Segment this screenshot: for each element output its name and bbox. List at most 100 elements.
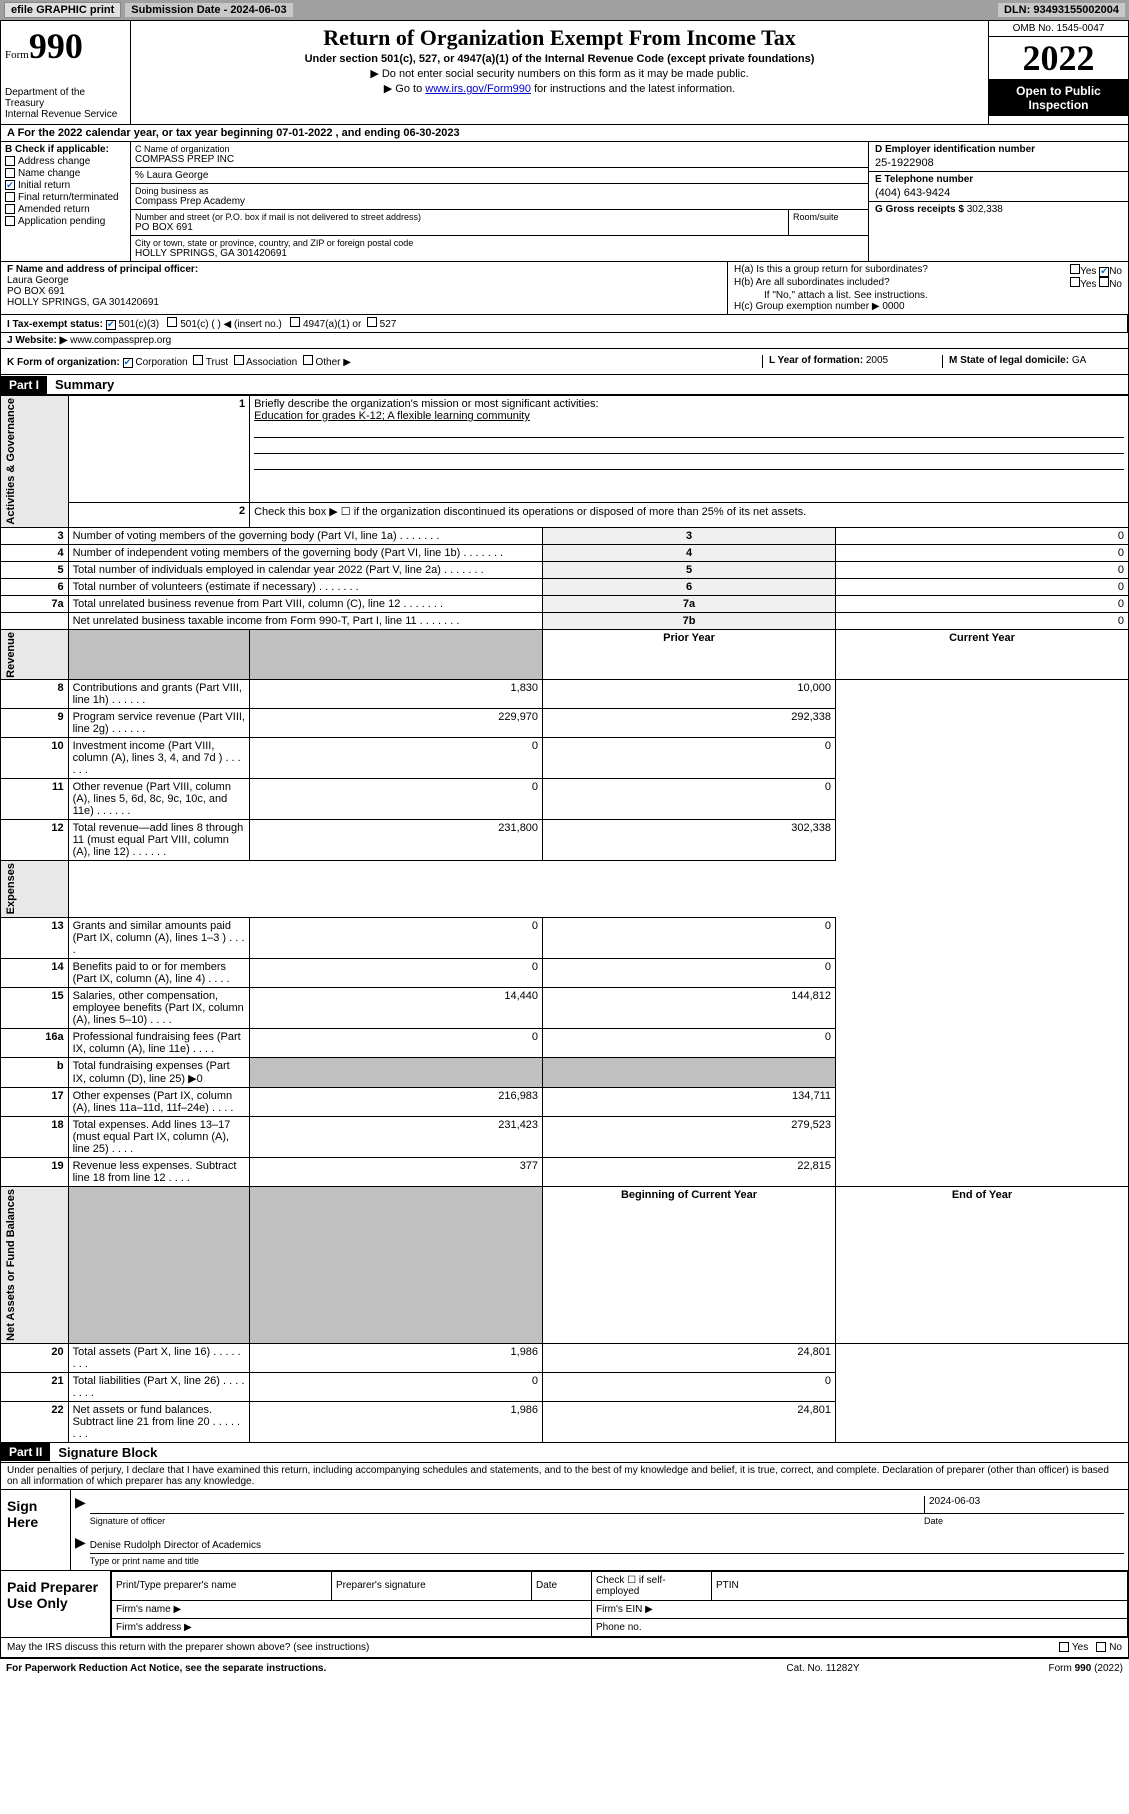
i-4947-checkbox[interactable] xyxy=(290,317,300,327)
section-bcd: B Check if applicable: Address changeNam… xyxy=(0,142,1129,262)
table-row: 5Total number of individuals employed in… xyxy=(1,561,1129,578)
table-row: 8Contributions and grants (Part VIII, li… xyxy=(1,680,1129,709)
c-name-label: C Name of organization xyxy=(135,144,864,154)
k-corp-checkbox[interactable]: ✔ xyxy=(123,358,133,368)
signature-block: Under penalties of perjury, I declare th… xyxy=(0,1463,1129,1638)
part1-header: Part I xyxy=(1,376,47,394)
k-other-checkbox[interactable] xyxy=(303,355,313,365)
table-row: 13Grants and similar amounts paid (Part … xyxy=(1,917,1129,958)
footer-cat: Cat. No. 11282Y xyxy=(723,1663,923,1674)
part2-title: Signature Block xyxy=(50,1443,165,1462)
sig-officer-label: Signature of officer xyxy=(90,1516,924,1526)
table-row: 18Total expenses. Add lines 13–17 (must … xyxy=(1,1116,1129,1157)
m-label: M State of legal domicile: xyxy=(949,355,1069,366)
sign-here-label: Sign Here xyxy=(1,1490,71,1570)
table-row: Net unrelated business taxable income fr… xyxy=(1,612,1129,629)
m-value: GA xyxy=(1072,355,1086,366)
prior-year-hdr: Prior Year xyxy=(543,629,836,680)
section-fh: F Name and address of principal officer:… xyxy=(0,262,1129,315)
b-checkbox-item[interactable]: Amended return xyxy=(5,204,126,215)
arrow-icon: ▶ xyxy=(75,1494,86,1526)
form-number: Form990 xyxy=(5,25,126,67)
may-irs-row: May the IRS discuss this return with the… xyxy=(0,1638,1129,1658)
d-tel-label: E Telephone number xyxy=(875,174,1122,185)
header-mid: Return of Organization Exempt From Incom… xyxy=(131,21,988,124)
prep-name-hdr: Print/Type preparer's name xyxy=(112,1571,332,1600)
i-label: I Tax-exempt status: xyxy=(7,319,103,330)
table-row: 4Number of independent voting members of… xyxy=(1,544,1129,561)
hb-note: If "No," attach a list. See instructions… xyxy=(734,290,1122,301)
c-dba-value: Compass Prep Academy xyxy=(135,196,864,207)
b-checkbox-item[interactable]: Final return/terminated xyxy=(5,192,126,203)
submission-date: Submission Date - 2024-06-03 xyxy=(125,3,292,17)
k-trust-checkbox[interactable] xyxy=(193,355,203,365)
b-checkbox-item[interactable]: Name change xyxy=(5,168,126,179)
i-501c3-checkbox[interactable]: ✔ xyxy=(106,320,116,330)
table-row: 11Other revenue (Part VIII, column (A), … xyxy=(1,779,1129,820)
f-addr1: PO BOX 691 xyxy=(7,286,721,297)
table-row: 9Program service revenue (Part VIII, lin… xyxy=(1,709,1129,738)
officer-name: Denise Rudolph Director of Academics xyxy=(90,1536,1124,1553)
c-dba-label: Doing business as xyxy=(135,186,864,196)
paid-preparer-label: Paid Preparer Use Only xyxy=(1,1571,111,1637)
c-name-value: COMPASS PREP INC xyxy=(135,154,864,165)
l-label: L Year of formation: xyxy=(769,355,863,366)
form-header: Form990 Department of the Treasury Inter… xyxy=(0,20,1129,125)
firm-addr-label: Firm's address ▶ xyxy=(112,1618,592,1636)
section-d: D Employer identification number 25-1922… xyxy=(868,142,1128,261)
table-row: 14Benefits paid to or for members (Part … xyxy=(1,958,1129,987)
footer-right: Form 990 (2022) xyxy=(923,1663,1123,1674)
page-footer: For Paperwork Reduction Act Notice, see … xyxy=(0,1658,1129,1678)
b-checkbox-item[interactable]: Application pending xyxy=(5,216,126,227)
footer-left: For Paperwork Reduction Act Notice, see … xyxy=(6,1663,723,1674)
section-f: F Name and address of principal officer:… xyxy=(1,262,728,314)
i-501c-checkbox[interactable] xyxy=(167,317,177,327)
d-gross-label: G Gross receipts $ xyxy=(875,204,964,215)
hc-value: 0000 xyxy=(882,301,904,312)
table-row: 3Number of voting members of the governi… xyxy=(1,527,1129,544)
begin-year-hdr: Beginning of Current Year xyxy=(543,1186,836,1343)
dept-label: Department of the Treasury Internal Reve… xyxy=(5,87,126,120)
section-b: B Check if applicable: Address changeNam… xyxy=(1,142,131,261)
ptin-label: PTIN xyxy=(712,1571,1128,1600)
open-inspection: Open to Public Inspection xyxy=(989,80,1128,116)
b-checkbox-item[interactable]: Address change xyxy=(5,156,126,167)
type-name-label: Type or print name and title xyxy=(90,1556,1124,1566)
may-irs-yes[interactable]: Yes xyxy=(1059,1642,1088,1653)
preparer-table: Print/Type preparer's name Preparer's si… xyxy=(111,1571,1128,1637)
i-527-checkbox[interactable] xyxy=(367,317,377,327)
ha-yesno: Yes ✔No xyxy=(1070,264,1122,277)
f-label: F Name and address of principal officer: xyxy=(7,264,721,275)
header-right: OMB No. 1545-0047 2022 Open to Public In… xyxy=(988,21,1128,124)
table-row: 17Other expenses (Part IX, column (A), l… xyxy=(1,1087,1129,1116)
c-room-label: Room/suite xyxy=(788,210,868,235)
firm-ein-label: Firm's EIN ▶ xyxy=(592,1600,1128,1618)
prep-date-hdr: Date xyxy=(532,1571,592,1600)
k-assoc-checkbox[interactable] xyxy=(234,355,244,365)
b-checkbox-item[interactable]: ✔Initial return xyxy=(5,180,126,191)
section-c: C Name of organization COMPASS PREP INC … xyxy=(131,142,868,261)
efile-print-button[interactable]: efile GRAPHIC print xyxy=(4,2,121,18)
c-city-label: City or town, state or province, country… xyxy=(135,238,864,248)
may-irs-no[interactable]: No xyxy=(1096,1642,1122,1653)
table-row: 15Salaries, other compensation, employee… xyxy=(1,987,1129,1028)
row-i: I Tax-exempt status: ✔ 501(c)(3) 501(c) … xyxy=(0,315,1129,333)
row-a-tax-year: A For the 2022 calendar year, or tax yea… xyxy=(0,125,1129,142)
irs-link[interactable]: www.irs.gov/Form990 xyxy=(425,83,531,95)
sig-date-value: 2024-06-03 xyxy=(924,1496,1124,1513)
row-j: J Website: ▶ www.compassprep.org xyxy=(0,333,1129,349)
omb-number: OMB No. 1545-0047 xyxy=(989,21,1128,37)
may-irs-label: May the IRS discuss this return with the… xyxy=(7,1642,1051,1653)
form-title: Return of Organization Exempt From Incom… xyxy=(139,25,980,51)
row-k: K Form of organization: ✔ Corporation Tr… xyxy=(0,349,1129,375)
current-year-hdr: Current Year xyxy=(836,629,1129,680)
hb-yesno: Yes No xyxy=(1070,277,1122,290)
side-governance: Activities & Governance xyxy=(1,396,69,528)
table-row: bTotal fundraising expenses (Part IX, co… xyxy=(1,1057,1129,1087)
c-addr-value: PO BOX 691 xyxy=(135,222,784,233)
k-label: K Form of organization: xyxy=(7,357,120,368)
part2-bar: Part II Signature Block xyxy=(0,1443,1129,1463)
j-label: J Website: ▶ xyxy=(7,335,67,346)
ha-label: H(a) Is this a group return for subordin… xyxy=(734,264,928,277)
header-left: Form990 Department of the Treasury Inter… xyxy=(1,21,131,124)
